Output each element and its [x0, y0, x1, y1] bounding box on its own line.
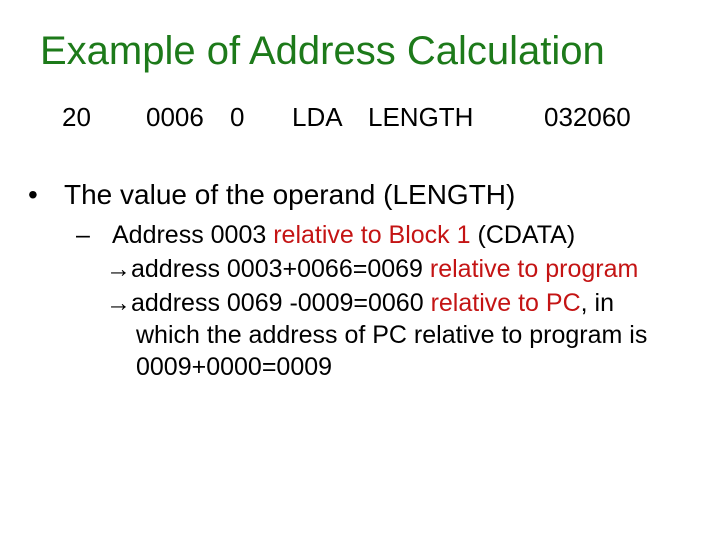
bullet-1-text: The value of the operand (LENGTH) [64, 179, 515, 210]
bullet-2c: (CDATA) [471, 221, 576, 249]
instruction-row: 20 0006 0 LDA LENGTH 032060 [62, 102, 680, 133]
slide: Example of Address Calculation 20 0006 0… [0, 0, 720, 540]
bullet-2: –Address 0003 relative to Block 1 (CDATA… [94, 219, 680, 251]
bullet-4a: address 0069 -0009=0060 [131, 289, 431, 317]
col-object: 032060 [544, 102, 631, 133]
slide-title: Example of Address Calculation [40, 28, 680, 74]
col-line: 20 [62, 102, 146, 133]
bullet-3a: address 0003+0066=0069 [131, 255, 430, 283]
bullet-2b: relative to Block 1 [273, 221, 470, 249]
col-addr: 0006 [146, 102, 230, 133]
bullet-4b: relative to PC [431, 289, 581, 317]
bullet-1: •The value of the operand (LENGTH) [46, 177, 680, 213]
bullet-2a: Address 0003 [112, 221, 273, 249]
col-operand: LENGTH [368, 102, 544, 133]
bullet-dot-icon: • [46, 177, 64, 213]
bullet-3: →address 0003+0066=0069 relative to prog… [106, 253, 680, 285]
bullet-4: →address 0069 -0009=0060 relative to PC,… [106, 287, 680, 383]
dash-icon: – [94, 219, 112, 251]
bullet-list: •The value of the operand (LENGTH) –Addr… [40, 177, 680, 383]
arrow-icon: → [106, 289, 131, 317]
col-block: 0 [230, 102, 292, 133]
col-mnem: LDA [292, 102, 368, 133]
arrow-icon: → [106, 255, 131, 283]
bullet-3b: relative to program [430, 255, 638, 283]
